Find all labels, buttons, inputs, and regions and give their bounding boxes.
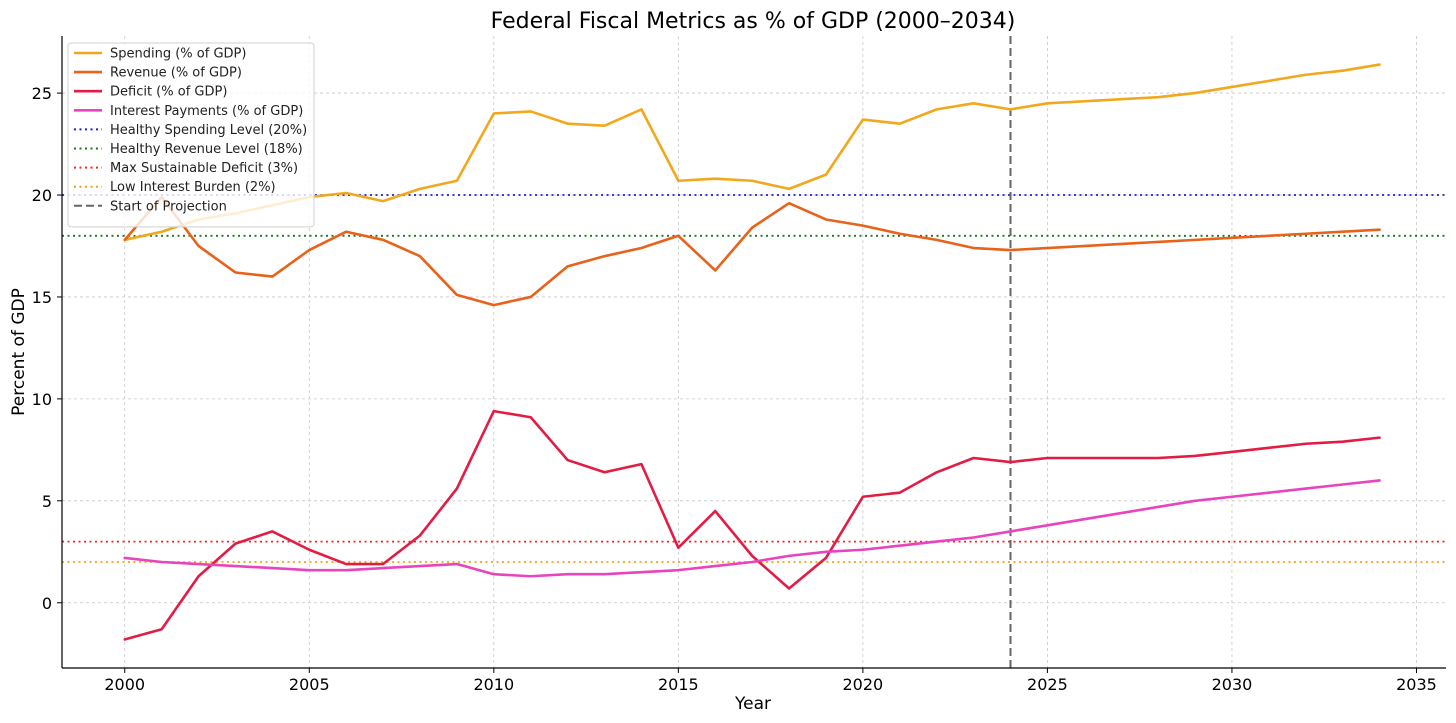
legend-label-6: Max Sustainable Deficit (3%) [110,161,298,176]
chart-title: Federal Fiscal Metrics as % of GDP (2000… [491,9,1016,34]
legend-label-4: Healthy Spending Level (20%) [110,123,307,138]
series-line-0 [123,63,1381,242]
series-line-2 [123,409,1381,641]
x-axis-label: Year [734,694,771,714]
y-tick-label: 25 [32,84,52,103]
x-tick-label: 2005 [289,675,330,694]
legend-label-0: Spending (% of GDP) [110,47,246,62]
y-tick-label: 15 [32,288,52,307]
legend-label-8: Start of Projection [110,199,227,214]
y-axis-label: Percent of GDP [9,288,29,416]
x-tick-label: 2000 [104,675,145,694]
y-tick-label: 10 [32,390,52,409]
x-tick-label: 2020 [843,675,884,694]
x-tick-label: 2010 [473,675,514,694]
legend-box [67,42,315,228]
y-tick-label: 5 [42,492,52,511]
x-tick-label: 2025 [1027,675,1068,694]
legend-label-7: Low Interest Burden (2%) [110,180,276,195]
legend-label-5: Healthy Revenue Level (18%) [110,142,303,157]
axes [61,36,1446,669]
x-tick-label: 2035 [1396,675,1437,694]
legend-label-3: Interest Payments (% of GDP) [110,104,303,119]
series-lines [123,63,1381,641]
y-tick-label: 20 [32,186,52,205]
x-tick-label: 2015 [658,675,699,694]
series-line-3 [123,479,1381,578]
y-tick-label: 0 [42,594,52,613]
legend-label-1: Revenue (% of GDP) [110,66,242,81]
x-tick-label: 2030 [1212,675,1253,694]
tick-labels: 2000 2005 2010 2015 2020 2025 2030 203505101520… [32,84,1437,694]
legend-label-2: Deficit (% of GDP) [110,85,227,100]
legend: Spending (% of GDP) Revenue (% of GDP) Def… [67,42,315,228]
reference-lines [62,36,1446,668]
series-line-1 [123,195,1381,307]
